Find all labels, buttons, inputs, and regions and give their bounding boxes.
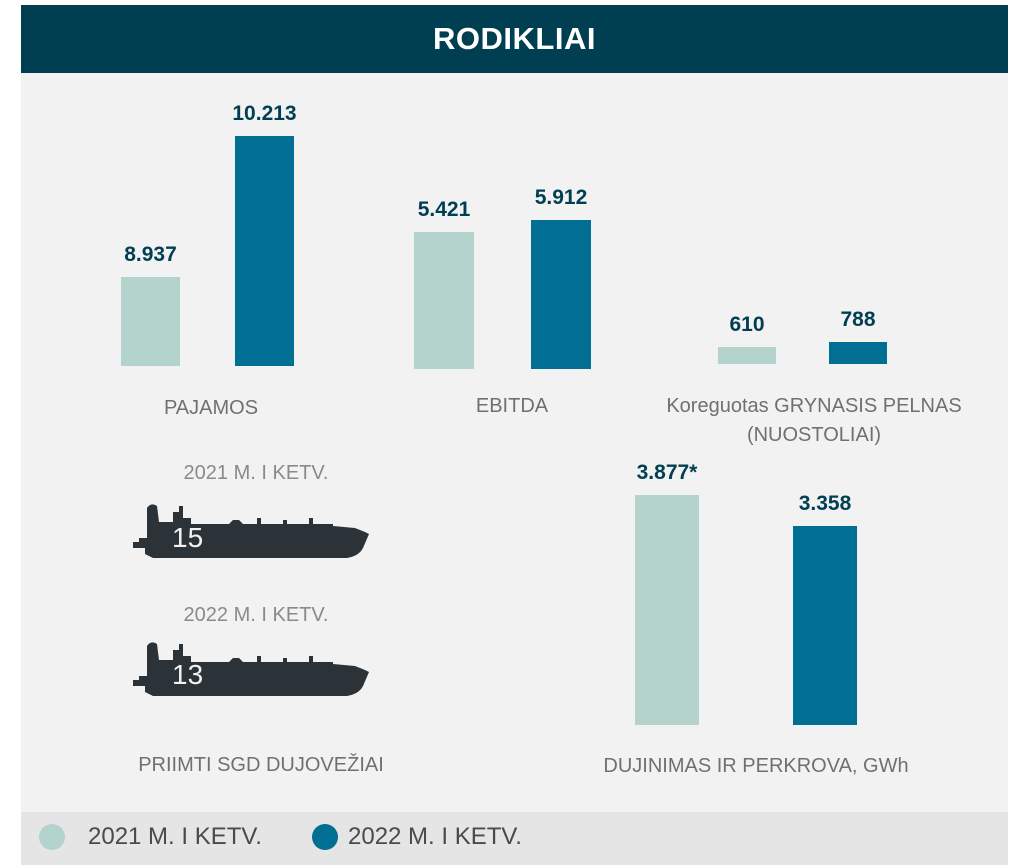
period-label: 2022 M. I KETV.: [183, 604, 329, 626]
legend-marker: [39, 824, 65, 850]
legend-label: 2022 M. I KETV.: [348, 823, 522, 850]
ship-icon: [133, 504, 369, 558]
bar: [718, 346, 776, 364]
bar: [829, 342, 887, 364]
legend: [21, 812, 1008, 865]
ship-count: 13: [172, 659, 204, 690]
chart-label: PRIIMTI SGD DUJOVEŽIAI: [138, 754, 384, 776]
ship: [133, 636, 369, 700]
legend-marker: [312, 824, 338, 850]
page-title: RODIKLIAI: [433, 21, 596, 56]
chart-label: EBITDA: [475, 395, 549, 417]
ship-count: 15: [172, 522, 204, 553]
legend-label: 2021 M. I KETV.: [88, 823, 262, 850]
chart-label: DUJINIMAS IR PERKROVA, GWh: [603, 755, 909, 777]
value-label: 5.421: [417, 198, 471, 222]
value-label: 610: [729, 312, 765, 336]
period-label: 2021 M. I KETV.: [183, 462, 329, 484]
value-label: 3.877*: [636, 461, 698, 485]
bar: [793, 526, 857, 725]
bar: [531, 219, 591, 369]
ship: [133, 498, 369, 562]
bar: [235, 135, 294, 366]
bar: [121, 276, 180, 366]
chart-label: Koreguotas GRYNASIS PELNAS (NUOSTOLIAI): [666, 395, 962, 446]
ship-icon: [133, 642, 369, 696]
bar: [635, 495, 699, 725]
header: RODIKLIAI: [21, 5, 1008, 73]
value-label: 8.937: [124, 242, 177, 266]
value-label: 5.912: [534, 185, 588, 209]
value-label: 788: [840, 308, 876, 331]
value-label: 3.358: [798, 492, 852, 515]
bar: [414, 232, 474, 369]
value-label: 10.213: [232, 101, 297, 125]
chart-label: PAJAMOS: [163, 397, 259, 419]
